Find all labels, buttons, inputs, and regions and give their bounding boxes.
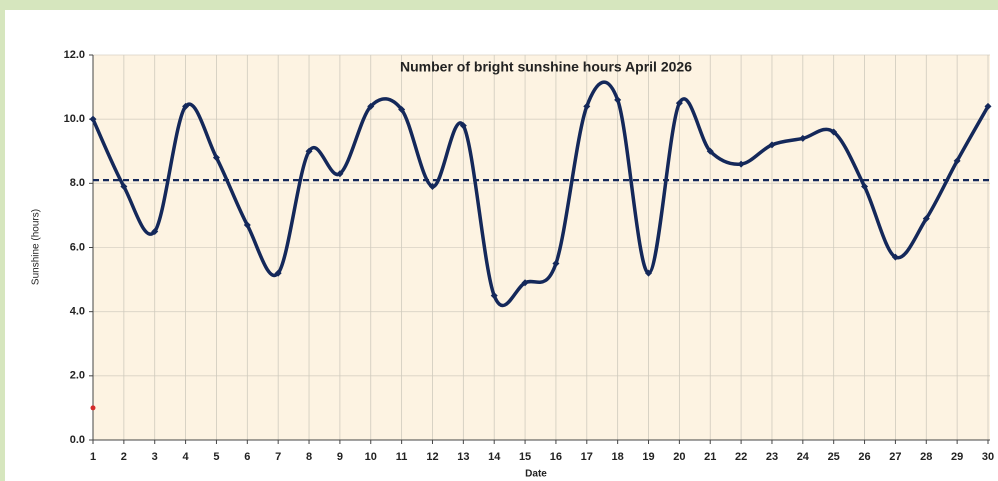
- data-point: [861, 183, 869, 191]
- x-tick-label: 12: [426, 451, 438, 463]
- x-tick-label: 10: [365, 451, 377, 463]
- x-tick-label: 27: [889, 451, 901, 463]
- data-point: [552, 260, 560, 268]
- x-tick-label: 28: [920, 451, 932, 463]
- x-tick-label: 13: [457, 451, 469, 463]
- x-tick-label: 16: [550, 451, 562, 463]
- x-tick-label: 19: [642, 451, 654, 463]
- data-point: [459, 122, 467, 130]
- x-tick-label: 20: [673, 451, 685, 463]
- data-point: [182, 102, 190, 110]
- data-point: [336, 170, 344, 178]
- x-tick-label: 6: [244, 451, 250, 463]
- grid: [89, 54, 990, 444]
- data-point: [922, 215, 930, 223]
- data-point: [645, 269, 653, 277]
- data-point: [398, 106, 406, 114]
- marks: [89, 80, 992, 411]
- y-tick-label: 12.0: [64, 49, 85, 61]
- data-point: [120, 183, 128, 191]
- x-tick-label: 30: [982, 451, 994, 463]
- data-point: [583, 102, 591, 110]
- y-tick-label: 6.0: [70, 241, 85, 253]
- data-point: [151, 227, 159, 235]
- data-point: [799, 134, 807, 142]
- data-point: [490, 292, 498, 300]
- x-tick-label: 25: [828, 451, 840, 463]
- x-tick-label: 22: [735, 451, 747, 463]
- data-line: [91, 80, 990, 307]
- x-tick-label: 29: [951, 451, 963, 463]
- data-point: [274, 269, 282, 277]
- x-tick-label: 4: [183, 451, 190, 463]
- data-point: [243, 221, 251, 229]
- data-point: [984, 102, 992, 110]
- x-tick-label: 24: [797, 451, 810, 463]
- data-point: [675, 99, 683, 107]
- x-tick-label: 26: [858, 451, 870, 463]
- chart-title: Number of bright sunshine hours April 20…: [400, 59, 692, 75]
- y-tick-label: 4.0: [70, 306, 85, 318]
- x-tick-label: 18: [612, 451, 624, 463]
- data-point: [428, 183, 436, 191]
- data-point: [768, 141, 776, 149]
- x-tick-label: 17: [581, 451, 593, 463]
- data-point: [737, 160, 745, 168]
- y-tick-label: 10.0: [64, 113, 85, 125]
- x-tick-label: 5: [213, 451, 219, 463]
- x-tick-label: 3: [152, 451, 158, 463]
- y-tick-label: 8.0: [70, 177, 85, 189]
- data-point: [305, 147, 313, 155]
- data-point: [367, 102, 375, 110]
- data-point: [89, 115, 97, 123]
- data-point: [830, 128, 838, 136]
- y-tick-label: 0.0: [70, 434, 85, 446]
- x-tick-label: 7: [275, 451, 281, 463]
- x-axis-label: Date: [525, 469, 547, 480]
- data-point: [891, 253, 899, 261]
- y-axis-label: Sunshine (hours): [31, 209, 42, 285]
- data-point: [212, 154, 220, 162]
- x-tick-label: 1: [90, 451, 96, 463]
- y-tick-label: 2.0: [70, 370, 85, 382]
- x-tick-label: 9: [337, 451, 343, 463]
- data-point: [521, 279, 529, 287]
- data-point: [614, 96, 622, 104]
- x-tick-label: 23: [766, 451, 778, 463]
- x-tick-label: 21: [704, 451, 716, 463]
- x-tick-label: 15: [519, 451, 531, 463]
- x-tick-label: 14: [488, 451, 501, 463]
- data-point: [953, 157, 961, 165]
- x-tick-label: 11: [396, 451, 408, 463]
- extra-point: [90, 405, 96, 411]
- x-tick-label: 2: [121, 451, 127, 463]
- x-tick-label: 8: [306, 451, 312, 463]
- data-point: [706, 147, 714, 155]
